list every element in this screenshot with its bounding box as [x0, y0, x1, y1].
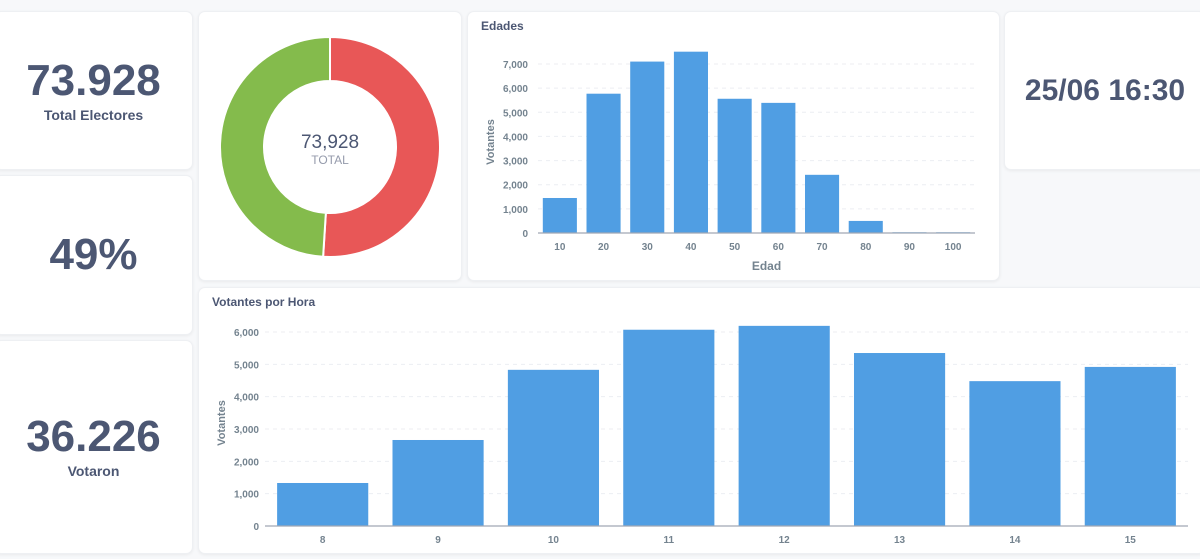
bar[interactable] — [853, 353, 946, 526]
votaron-label: Votaron — [67, 463, 120, 479]
edades-title: Edades — [481, 19, 524, 33]
x-tick-label: 90 — [904, 242, 916, 253]
x-tick-label: 9 — [435, 535, 441, 546]
x-tick-label: 15 — [1125, 535, 1137, 546]
y-tick-label: 5,000 — [503, 108, 528, 119]
donut-slice[interactable] — [322, 35, 441, 258]
donut-card: 73,928 TOTAL — [198, 11, 462, 281]
y-tick-label: 6,000 — [503, 84, 528, 95]
y-tick-label: 2,000 — [234, 457, 259, 468]
y-tick-label: 1,000 — [503, 205, 528, 216]
bar[interactable] — [761, 102, 796, 234]
x-tick-label: 11 — [664, 535, 675, 546]
x-tick-label: 13 — [894, 535, 906, 546]
hora-chart: 0 1,000 2,000 3,000 4,000 5,000 6,000 8 9 10 11 12 1… — [216, 325, 1188, 546]
x-tick-label: 12 — [779, 535, 791, 546]
total-electores-label: Total Electores — [43, 106, 144, 123]
bar[interactable] — [805, 174, 840, 233]
bar[interactable] — [848, 220, 883, 233]
donut-center-label: TOTAL — [311, 153, 349, 167]
fecha-card: 25/06 16:30 — [1004, 11, 1200, 170]
porcentaje-card: 49% — [0, 175, 193, 335]
x-tick-label: 70 — [816, 242, 828, 253]
bar[interactable] — [507, 369, 600, 526]
bar[interactable] — [969, 381, 1061, 526]
y-tick-label: 2,000 — [503, 181, 528, 192]
bar[interactable] — [630, 61, 665, 234]
x-tick-label: 30 — [642, 242, 654, 253]
y-tick-label: 0 — [253, 522, 259, 533]
bar[interactable] — [277, 482, 369, 526]
porcentaje-value: 49% — [49, 230, 138, 279]
x-tick-label: 10 — [554, 242, 566, 253]
y-tick-label: 1,000 — [234, 490, 259, 501]
x-tick-label: 8 — [320, 535, 326, 546]
edades-card: Edades 0 1,000 2,000 3,000 4,000 5,000 6,000 7,… — [467, 11, 1000, 281]
y-tick-label: 7,000 — [503, 60, 528, 71]
x-tick-label: 40 — [685, 242, 697, 253]
y-tick-label: 4,000 — [503, 132, 528, 143]
bar[interactable] — [1084, 366, 1176, 526]
x-tick-label: 100 — [945, 242, 962, 253]
bar[interactable] — [717, 98, 752, 233]
x-tick-label: 80 — [860, 242, 872, 253]
x-tick-label: 20 — [598, 242, 610, 253]
y-tick-label: 5,000 — [234, 360, 259, 371]
bar[interactable] — [738, 325, 830, 526]
y-tick-label: 4,000 — [234, 393, 259, 404]
y-tick-label: 0 — [522, 229, 528, 240]
x-tick-label: 60 — [773, 242, 785, 253]
donut-chart: 73,928 TOTAL — [218, 35, 441, 258]
hora-title: Votantes por Hora — [212, 295, 316, 309]
hora-card: Votantes por Hora 0 1,000 2,000 3,000 4,000 5… — [198, 287, 1200, 554]
fecha-value: 25/06 16:30 — [1024, 73, 1186, 107]
x-tick-label: 50 — [729, 242, 741, 253]
bar[interactable] — [392, 439, 484, 526]
total-electores-card: 73.928 Total Electores — [0, 11, 193, 170]
total-electores-value: 73.928 — [26, 55, 161, 105]
x-tick-label: 10 — [548, 535, 560, 546]
donut-center-value: 73,928 — [301, 132, 359, 153]
y-axis-label: Votantes — [216, 400, 228, 446]
x-axis-label: Edad — [752, 259, 781, 273]
bar[interactable] — [542, 197, 577, 233]
y-tick-label: 3,000 — [234, 425, 259, 436]
bar[interactable] — [623, 329, 715, 526]
bar[interactable] — [673, 51, 708, 234]
votaron-card: 36.226 Votaron — [0, 340, 193, 554]
edades-chart: 0 1,000 2,000 3,000 4,000 5,000 6,000 7,000 10 20… — [485, 51, 975, 273]
y-axis-label: Votantes — [485, 119, 497, 165]
x-tick-label: 14 — [1009, 535, 1021, 546]
votaron-value: 36.226 — [26, 412, 161, 461]
bar[interactable] — [586, 93, 621, 234]
y-tick-label: 3,000 — [503, 157, 528, 168]
donut-slice[interactable] — [218, 35, 331, 258]
y-tick-label: 6,000 — [234, 328, 259, 339]
